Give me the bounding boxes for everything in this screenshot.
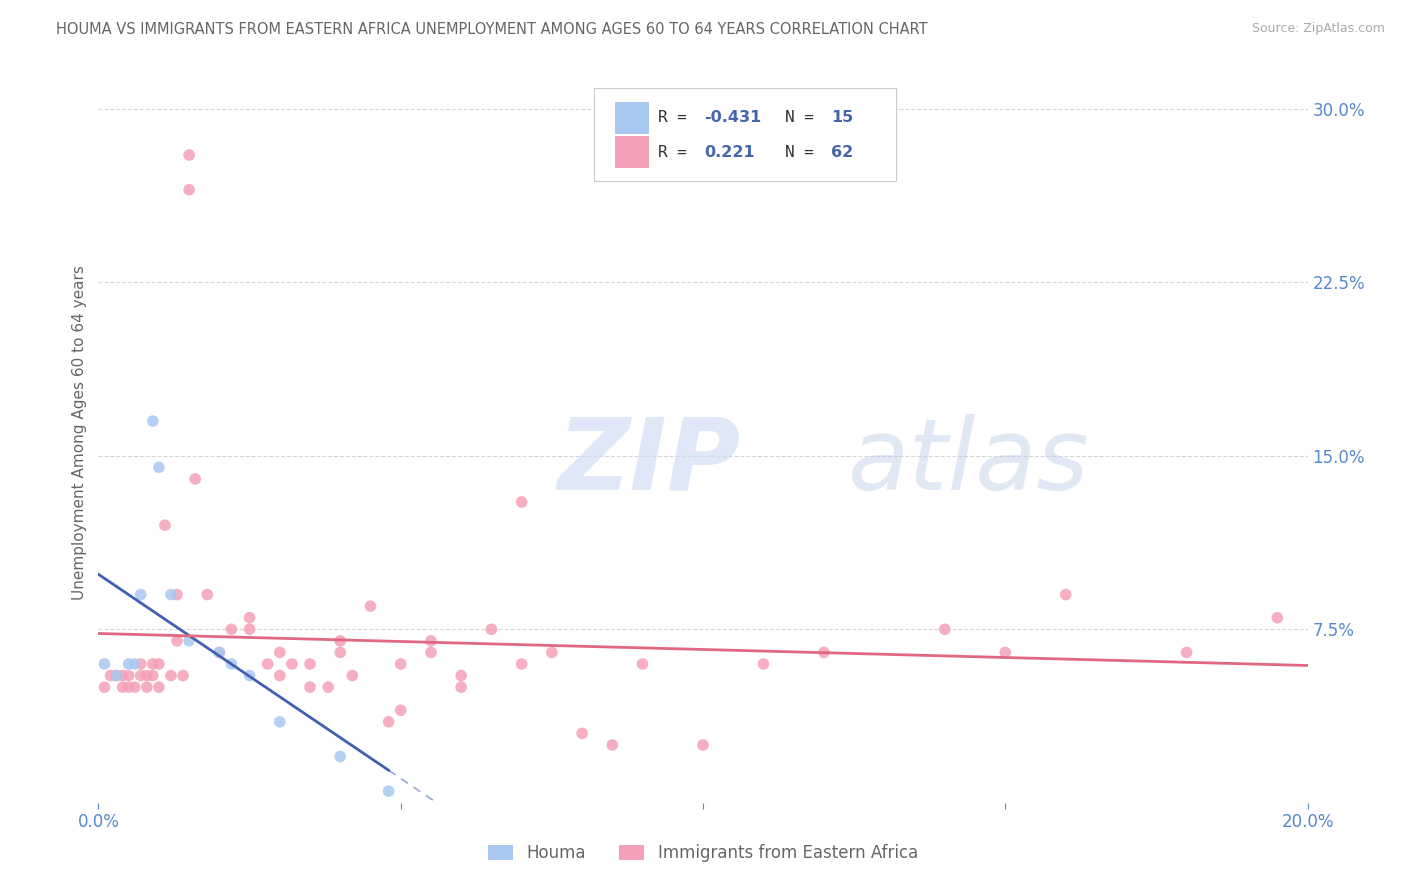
Point	[994, 645, 1017, 659]
Text: N =: N =	[785, 145, 824, 161]
Point	[195, 588, 218, 602]
Point	[631, 657, 654, 671]
Point	[299, 657, 322, 671]
Point	[166, 633, 188, 648]
Point	[100, 668, 122, 682]
Point	[105, 668, 128, 682]
Text: -0.431: -0.431	[704, 111, 762, 126]
Text: ZIP: ZIP	[558, 414, 741, 511]
Point	[105, 668, 128, 682]
Point	[129, 657, 152, 671]
Point	[269, 668, 291, 682]
Point	[269, 714, 291, 729]
Point	[221, 622, 243, 636]
Point	[299, 680, 322, 694]
Point	[221, 657, 243, 671]
Text: atlas: atlas	[848, 414, 1090, 511]
Point	[166, 588, 188, 602]
Point	[934, 622, 956, 636]
Point	[377, 714, 399, 729]
Point	[239, 622, 262, 636]
Legend: Houma, Immigrants from Eastern Africa: Houma, Immigrants from Eastern Africa	[481, 838, 925, 869]
Point	[239, 610, 262, 624]
Point	[389, 703, 412, 717]
Point	[208, 645, 231, 659]
Point	[160, 588, 183, 602]
Point	[93, 680, 115, 694]
Text: 15: 15	[831, 111, 853, 126]
Point	[360, 599, 382, 614]
Point	[1267, 610, 1289, 624]
FancyBboxPatch shape	[595, 88, 897, 181]
Point	[142, 414, 165, 428]
Point	[752, 657, 775, 671]
Point	[124, 657, 146, 671]
Point	[184, 472, 207, 486]
Text: 0.221: 0.221	[704, 145, 755, 161]
Point	[540, 645, 562, 659]
Point	[135, 680, 157, 694]
Point	[118, 680, 141, 694]
FancyBboxPatch shape	[614, 136, 648, 169]
Text: Source: ZipAtlas.com: Source: ZipAtlas.com	[1251, 22, 1385, 36]
Point	[124, 680, 146, 694]
Point	[692, 738, 714, 752]
Point	[481, 622, 503, 636]
Point	[179, 148, 201, 162]
Point	[111, 668, 134, 682]
Point	[129, 668, 152, 682]
Point	[269, 645, 291, 659]
Point	[420, 645, 443, 659]
Point	[93, 657, 115, 671]
Text: N =: N =	[785, 111, 824, 126]
Point	[256, 657, 278, 671]
Text: R =: R =	[658, 145, 706, 161]
Point	[420, 633, 443, 648]
Point	[118, 657, 141, 671]
Point	[281, 657, 304, 671]
Point	[179, 183, 201, 197]
Point	[450, 668, 472, 682]
FancyBboxPatch shape	[614, 102, 648, 135]
Point	[342, 668, 364, 682]
Text: R =: R =	[658, 111, 697, 126]
Point	[510, 657, 533, 671]
Point	[153, 518, 176, 533]
Point	[450, 680, 472, 694]
Point	[316, 680, 339, 694]
Point	[1054, 588, 1077, 602]
Point	[602, 738, 624, 752]
Point	[135, 668, 157, 682]
Point	[148, 680, 170, 694]
Point	[142, 668, 165, 682]
Point	[208, 645, 231, 659]
Point	[148, 657, 170, 671]
Y-axis label: Unemployment Among Ages 60 to 64 years: Unemployment Among Ages 60 to 64 years	[72, 265, 87, 600]
Point	[179, 633, 201, 648]
Point	[389, 657, 412, 671]
Point	[571, 726, 593, 740]
Point	[329, 749, 352, 764]
Point	[142, 657, 165, 671]
Point	[329, 645, 352, 659]
Point	[111, 680, 134, 694]
Text: 62: 62	[831, 145, 853, 161]
Point	[148, 460, 170, 475]
Point	[1175, 645, 1198, 659]
Point	[377, 784, 399, 798]
Point	[118, 668, 141, 682]
Point	[160, 668, 183, 682]
Text: HOUMA VS IMMIGRANTS FROM EASTERN AFRICA UNEMPLOYMENT AMONG AGES 60 TO 64 YEARS C: HOUMA VS IMMIGRANTS FROM EASTERN AFRICA …	[56, 22, 928, 37]
Point	[239, 668, 262, 682]
Point	[129, 588, 152, 602]
Point	[172, 668, 194, 682]
Point	[510, 495, 533, 509]
Point	[813, 645, 835, 659]
Point	[329, 633, 352, 648]
